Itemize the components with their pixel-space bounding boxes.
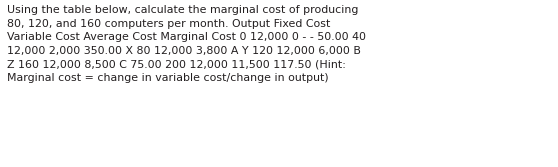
Text: Using the table below, calculate the marginal cost of producing
80, 120, and 160: Using the table below, calculate the mar… xyxy=(7,5,365,83)
